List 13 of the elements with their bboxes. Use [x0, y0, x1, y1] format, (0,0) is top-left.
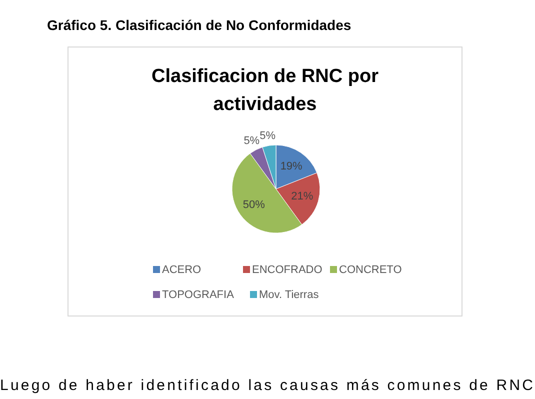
- data-label: 5%: [260, 130, 276, 142]
- data-label: 19%: [280, 160, 303, 172]
- chart-subtitle: Clasificacion de RNC por actividades: [152, 66, 380, 115]
- data-label: 21%: [291, 190, 314, 203]
- chart-title: Gráfico 5. Clasificación de No Conformidades: [47, 17, 352, 33]
- legend-label: Mov. Tierras: [259, 289, 320, 301]
- legend-label: ENCOFRADO: [252, 264, 323, 276]
- text: Luego de haber identificado las causas más comunes de RNC: [0, 377, 534, 394]
- legend-label: ACERO: [162, 264, 202, 276]
- data-label: 5%: [244, 135, 260, 148]
- data-label: 50%: [242, 199, 266, 212]
- legend-label: CONCRETO: [339, 264, 402, 276]
- legend-label: TOPOGRAFIA: [162, 289, 235, 301]
